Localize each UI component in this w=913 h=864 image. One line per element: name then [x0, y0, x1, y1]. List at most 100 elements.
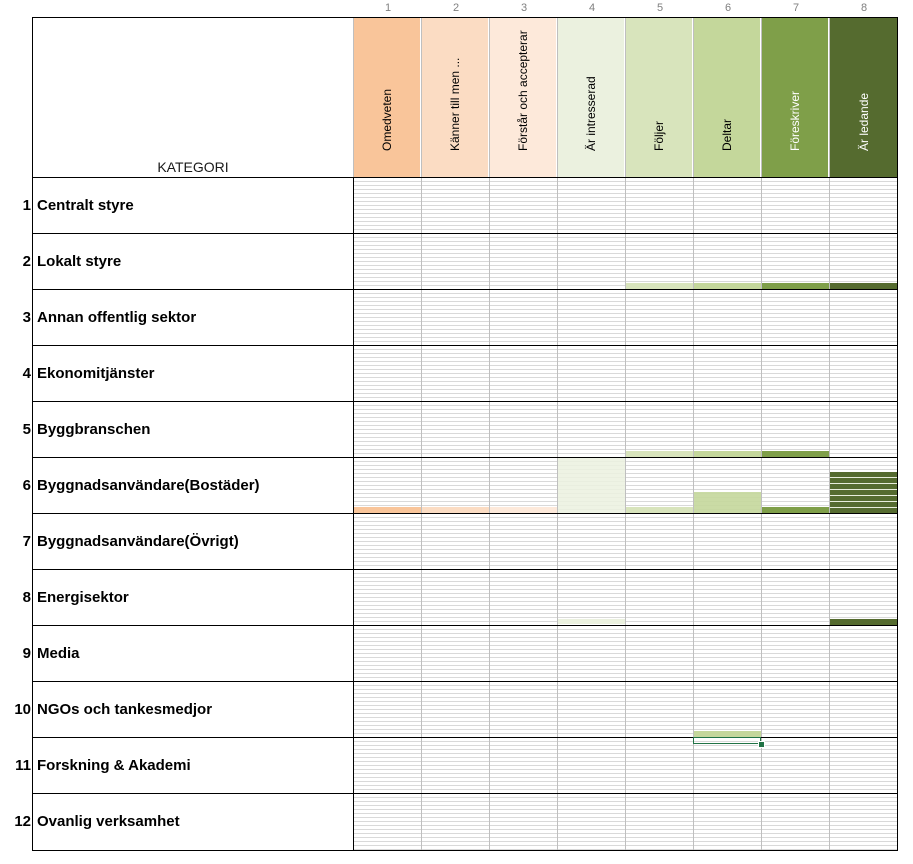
rating-mark [490, 507, 557, 513]
level-label-5: Följer [652, 120, 666, 151]
row-separator [33, 513, 897, 514]
grid-column-line [693, 178, 694, 850]
row-separator [33, 737, 897, 738]
row-separator [33, 681, 897, 682]
row-number: 3 [22, 309, 31, 326]
level-header-3[interactable]: Förstår och accepterar [489, 18, 556, 177]
row-number: 4 [22, 365, 31, 382]
row-number: 9 [22, 645, 31, 662]
level-header-4[interactable]: Är intresserad [557, 18, 624, 177]
rating-mark [626, 507, 693, 513]
level-header-2[interactable]: Känner till men ... [421, 18, 488, 177]
row-number: 2 [22, 253, 31, 270]
grid-column-line [489, 178, 490, 850]
category-row-9[interactable]: 9 Media [0, 626, 913, 682]
column-number-6[interactable]: 6 [724, 2, 732, 14]
column-number-7[interactable]: 7 [792, 2, 800, 14]
row-number: 10 [14, 701, 31, 718]
column-number-2[interactable]: 2 [452, 2, 460, 14]
row-separator [33, 401, 897, 402]
row-number: 12 [14, 813, 31, 830]
level-label-3: Förstår och accepterar [516, 30, 530, 151]
category-label: Byggnadsanvändare(Bostäder) [37, 477, 260, 494]
rating-mark [694, 451, 761, 457]
category-row-10[interactable]: 10 NGOs och tankesmedjor [0, 682, 913, 738]
column-number-5[interactable]: 5 [656, 2, 664, 14]
rating-mark [694, 283, 761, 289]
rating-mark [694, 731, 761, 737]
category-row-11[interactable]: 11 Forskning & Akademi [0, 738, 913, 794]
category-row-3[interactable]: 3 Annan offentlig sektor [0, 290, 913, 346]
category-row-6[interactable]: 6 Byggnadsanvändare(Bostäder) [0, 458, 913, 514]
rating-mark [626, 451, 693, 457]
category-label: Centralt styre [37, 197, 134, 214]
level-header-7[interactable]: Föreskriver [761, 18, 828, 177]
row-number: 1 [22, 197, 31, 214]
grid-column-line [761, 178, 762, 850]
row-separator [33, 569, 897, 570]
rating-mark [694, 492, 761, 513]
category-row-2[interactable]: 2 Lokalt styre [0, 234, 913, 290]
row-separator [33, 345, 897, 346]
row-separator [33, 625, 897, 626]
rating-mark [354, 507, 421, 513]
level-header-6[interactable]: Deltar [693, 18, 760, 177]
rating-mark [558, 619, 625, 624]
column-number-4[interactable]: 4 [588, 2, 596, 14]
rating-mark [422, 507, 489, 513]
grid-column-line [829, 178, 830, 850]
row-number: 6 [22, 477, 31, 494]
category-row-12[interactable]: 12 Ovanlig verksamhet [0, 794, 913, 850]
cell-selection[interactable] [693, 737, 761, 744]
rating-mark [830, 283, 897, 289]
column-number-3[interactable]: 3 [520, 2, 528, 14]
row-number: 8 [22, 589, 31, 606]
category-label: Ekonomitjänster [37, 365, 155, 382]
level-label-2: Känner till men ... [448, 57, 462, 151]
category-row-7[interactable]: 7 Byggnadsanvändare(Övrigt) [0, 514, 913, 570]
column-number-8[interactable]: 8 [860, 2, 868, 14]
category-label: Byggbranschen [37, 421, 151, 438]
rating-mark [762, 283, 829, 289]
category-header-label: KATEGORI [157, 159, 229, 175]
row-separator [33, 457, 897, 458]
category-label: Ovanlig verksamhet [37, 813, 180, 830]
grid-divider [353, 178, 354, 850]
category-row-8[interactable]: 8 Energisektor [0, 570, 913, 626]
column-number-1[interactable]: 1 [384, 2, 392, 14]
rating-mark [762, 451, 829, 457]
category-label: NGOs och tankesmedjor [37, 701, 213, 718]
level-label-7: Föreskriver [788, 90, 802, 151]
category-label: Byggnadsanvändare(Övrigt) [37, 533, 239, 550]
rating-mark [830, 619, 897, 625]
level-label-6: Deltar [720, 118, 734, 151]
category-label: Forskning & Akademi [37, 757, 191, 774]
row-separator [33, 233, 897, 234]
level-header-5[interactable]: Följer [625, 18, 692, 177]
category-label: Annan offentlig sektor [37, 309, 197, 326]
category-row-5[interactable]: 5 Byggbranschen [0, 402, 913, 458]
header-separator [33, 177, 897, 178]
level-label-1: Omedveten [380, 88, 394, 151]
level-header-8[interactable]: Är ledande [829, 18, 897, 177]
rating-mark [626, 283, 693, 289]
grid-column-line [625, 178, 626, 850]
grid-column-line [557, 178, 558, 850]
category-row-4[interactable]: 4 Ekonomitjänster [0, 346, 913, 402]
level-label-8: Är ledande [856, 92, 871, 151]
rating-mark [830, 472, 897, 513]
row-number: 11 [15, 757, 31, 774]
rating-mark [558, 458, 625, 513]
category-header-cell[interactable]: KATEGORI [33, 18, 353, 177]
row-separator [33, 289, 897, 290]
category-row-1[interactable]: 1 Centralt styre [0, 178, 913, 234]
row-number: 7 [22, 533, 31, 550]
fill-handle[interactable] [758, 741, 765, 748]
row-separator [33, 793, 897, 794]
category-label: Media [37, 645, 80, 662]
rating-mark [762, 507, 829, 513]
category-label: Energisektor [37, 589, 129, 606]
grid-column-line [421, 178, 422, 850]
level-header-1[interactable]: Omedveten [353, 18, 420, 177]
